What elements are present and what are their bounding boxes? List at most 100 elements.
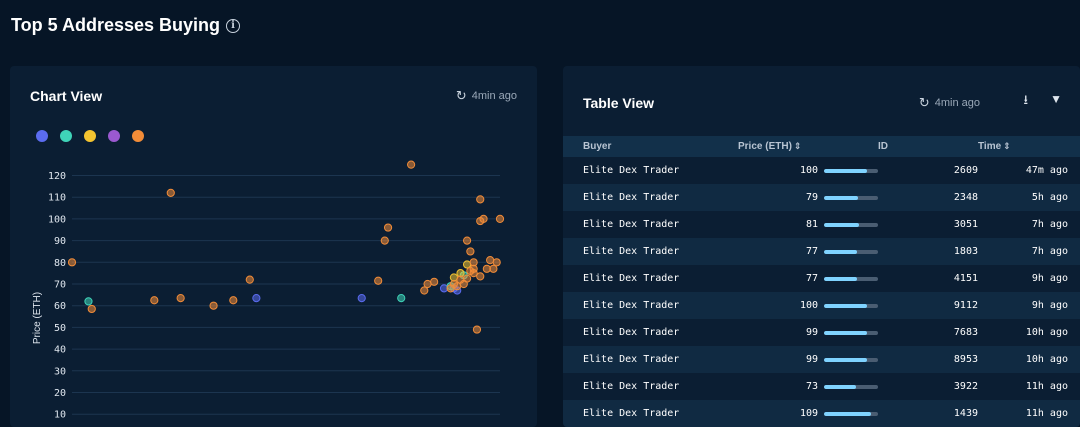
data-point[interactable] (84, 297, 93, 306)
data-point[interactable] (374, 276, 383, 285)
y-axis-label: Price (ETH) (32, 292, 43, 344)
data-point[interactable] (479, 214, 488, 223)
table-row[interactable]: Elite Dex Trader 99 8953 10h ago (563, 346, 1080, 373)
price-value: 100 (799, 165, 818, 176)
data-point[interactable] (495, 214, 505, 223)
time-cell: 5h ago (978, 184, 1080, 211)
data-point[interactable] (150, 296, 159, 305)
price-value: 109 (799, 408, 818, 419)
data-point[interactable] (407, 160, 416, 169)
price-bar-fill (824, 330, 867, 335)
id-cell: 3922 (953, 381, 978, 392)
time-cell: 11h ago (1025, 381, 1068, 392)
price-bar (824, 303, 878, 308)
price-value: 99 (805, 354, 818, 365)
price-bar-fill (824, 195, 859, 200)
data-point[interactable] (229, 296, 238, 305)
table-updated: ↻ 4min ago (919, 96, 980, 109)
data-point[interactable] (176, 294, 185, 303)
buyer-cell: Elite Dex Trader (563, 238, 738, 265)
id-cell: 2609 (953, 165, 978, 176)
data-point[interactable] (67, 258, 77, 267)
table-row[interactable]: Elite Dex Trader 99 7683 10h ago (563, 319, 1080, 346)
legend-dot[interactable] (60, 130, 72, 142)
table-row[interactable]: Elite Dex Trader 77 1803 7h ago (563, 238, 1080, 265)
scatter-chart: 120 110 100 90 80 70 60 50 40 30 20 10 Price (ETH) (32, 160, 505, 421)
chart-panel: Chart View ↻ 4min ago 120 110 100 90 80 70 60 5… (10, 66, 537, 427)
legend-dot[interactable] (108, 130, 120, 142)
table-row[interactable]: Elite Dex Trader 73 3922 11h ago (563, 373, 1080, 400)
price-value: 99 (805, 327, 818, 338)
time-cell: 11h ago (978, 400, 1080, 427)
info-icon[interactable]: i (226, 18, 241, 33)
history-icon: ↻ (918, 95, 930, 110)
data-point[interactable] (469, 269, 478, 278)
chart-legend (36, 130, 144, 142)
id-cell: 3051 (953, 219, 978, 230)
legend-dot[interactable] (84, 130, 96, 142)
data-point[interactable] (397, 294, 406, 303)
legend-dot[interactable] (36, 130, 48, 142)
y-tick-label: 60 (54, 301, 66, 312)
buyer-cell: Elite Dex Trader (583, 327, 680, 338)
data-point[interactable] (492, 258, 501, 267)
price-cell: 77 (738, 238, 878, 265)
table-row[interactable]: Elite Dex Trader 81 3051 7h ago (563, 211, 1080, 238)
history-icon: ↻ (455, 88, 467, 103)
data-point[interactable] (430, 277, 439, 286)
data-point[interactable] (357, 294, 366, 303)
data-point[interactable] (476, 195, 485, 204)
price-value: 77 (805, 273, 818, 284)
filter-icon[interactable]: ▼ (1050, 92, 1062, 106)
table-row[interactable]: Elite Dex Trader 100 9112 9h ago (563, 292, 1080, 319)
y-tick-label: 110 (48, 193, 66, 204)
column-header-time[interactable]: Time ⇕ (978, 136, 1080, 157)
page-title: Top 5 Addresses Buying i (11, 15, 241, 36)
data-point[interactable] (383, 223, 393, 232)
data-point[interactable] (472, 325, 482, 334)
column-header-buyer[interactable]: Buyer (563, 136, 738, 157)
y-tick-label: 30 (54, 366, 66, 377)
data-point[interactable] (87, 304, 96, 314)
buyer-cell: Elite Dex Trader (583, 381, 680, 392)
legend-dot[interactable] (132, 130, 144, 142)
data-point[interactable] (459, 279, 468, 289)
price-cell: 100 (738, 157, 878, 184)
price-bar (824, 195, 878, 200)
data-point[interactable] (245, 275, 254, 284)
data-point[interactable] (420, 286, 429, 295)
price-cell: 73 (738, 373, 878, 400)
data-point[interactable] (466, 247, 475, 256)
price-bar (824, 276, 878, 281)
table-row[interactable]: Elite Dex Trader 79 2348 5h ago (563, 184, 1080, 211)
id-cell: 8953 (878, 346, 978, 373)
column-header-price[interactable]: Price (ETH) ⇕ (738, 136, 878, 157)
sort-icon[interactable]: ⇕ (793, 141, 802, 151)
table-row[interactable]: Elite Dex Trader 100 2609 47m ago (563, 157, 1080, 184)
column-header-id[interactable]: ID (878, 136, 978, 157)
id-cell: 1439 (878, 400, 978, 427)
table-header-row: Buyer Price (ETH) ⇕ ID Time ⇕ (563, 136, 1080, 157)
price-bar (824, 330, 878, 335)
price-bar (824, 357, 878, 362)
price-cell: 100 (738, 292, 878, 319)
table-row[interactable]: Elite Dex Trader 109 1439 11h ago (563, 400, 1080, 427)
y-tick-label: 80 (54, 258, 66, 269)
download-icon[interactable]: ⭳ (1023, 92, 1028, 107)
data-point[interactable] (380, 236, 389, 245)
sort-icon[interactable]: ⇕ (1003, 141, 1011, 151)
id-cell: 2348 (878, 184, 978, 211)
buyer-cell: Elite Dex Trader (583, 219, 680, 230)
data-point[interactable] (252, 294, 261, 303)
data-point[interactable] (209, 301, 218, 310)
time-cell: 9h ago (978, 292, 1080, 319)
data-point[interactable] (166, 188, 175, 197)
data-point[interactable] (476, 272, 485, 281)
buyer-cell: Elite Dex Trader (563, 400, 738, 427)
price-value: 81 (805, 219, 818, 230)
column-header-buyer-label: Buyer (583, 141, 612, 152)
data-point[interactable] (489, 264, 498, 273)
table-row[interactable]: Elite Dex Trader 77 4151 9h ago (563, 265, 1080, 292)
data-point[interactable] (462, 236, 472, 245)
price-cell: 99 (738, 319, 878, 346)
